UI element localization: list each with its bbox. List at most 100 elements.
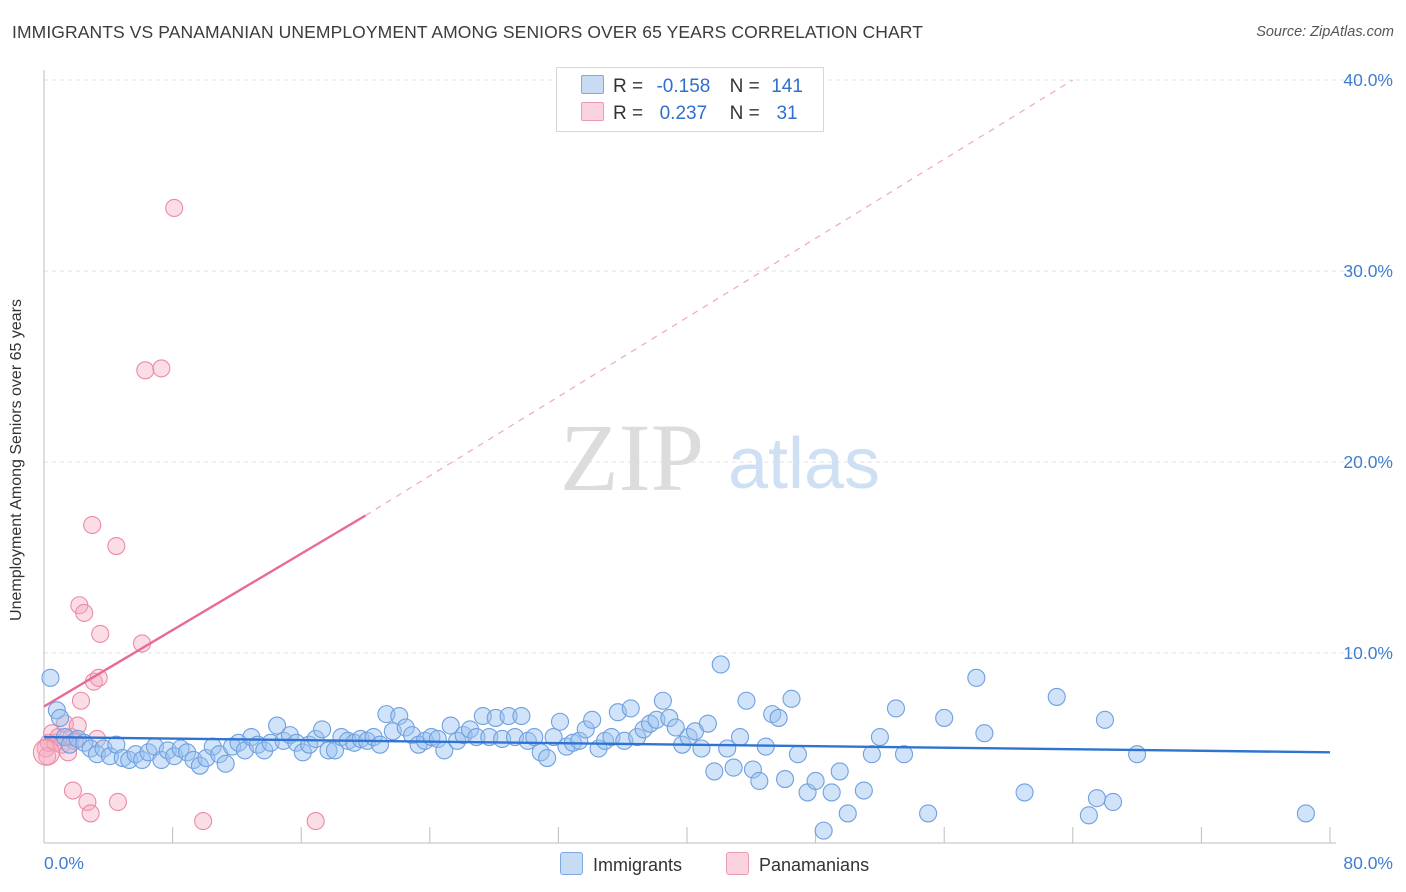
immigrants-point xyxy=(268,716,287,735)
watermark: ZIP atlas xyxy=(560,404,880,511)
chart-title: IMMIGRANTS VS PANAMANIAN UNEMPLOYMENT AM… xyxy=(12,22,924,42)
immigrants-point xyxy=(692,739,711,758)
immigrants-point xyxy=(544,727,563,747)
panamanians-points xyxy=(32,198,325,831)
immigrants-point xyxy=(1079,806,1098,825)
immigrants-point xyxy=(769,708,788,727)
immigrants-point xyxy=(51,708,70,727)
immigrants-point xyxy=(319,741,338,760)
immigrants-point xyxy=(822,783,841,802)
immigrants-point xyxy=(666,718,685,737)
gridlines xyxy=(44,79,1366,654)
panamanians-point xyxy=(38,747,57,766)
immigrants-point xyxy=(894,745,914,764)
immigrants-point xyxy=(750,771,769,791)
immigrants-point xyxy=(396,718,415,737)
immigrants-points xyxy=(41,655,1315,840)
source-credit: Source: ZipAtlas.com xyxy=(1256,24,1394,40)
trend-lines xyxy=(43,79,1331,754)
immigrants-swatch xyxy=(581,75,604,94)
immigrants-point xyxy=(1103,792,1123,812)
immigrants-point xyxy=(621,699,640,718)
immigrants-trend-line xyxy=(43,735,1331,754)
panamanians-swatch xyxy=(581,102,604,121)
y-axis-label: Unemployment Among Seniors over 65 years xyxy=(8,299,25,621)
immigrants-point xyxy=(370,735,390,754)
panamanians-trend-line xyxy=(43,514,367,708)
immigrants-point xyxy=(737,691,756,710)
panamanians-point xyxy=(68,716,87,735)
x-tick-label: 0.0% xyxy=(44,853,84,873)
immigrants-point xyxy=(743,760,762,779)
immigrants-point xyxy=(935,708,954,727)
panamanians-trend-extension xyxy=(365,79,1074,516)
n-value: 141 xyxy=(771,76,803,97)
stats-legend: R = -0.158 N = 141 R = 0.237 N = 31 xyxy=(556,67,824,132)
immigrants-point xyxy=(711,655,730,674)
immigrants-swatch xyxy=(560,852,583,875)
axes xyxy=(43,70,1336,844)
immigrants-point xyxy=(1296,804,1315,823)
legend-label: Panamanians xyxy=(759,855,870,875)
legend-label: Immigrants xyxy=(593,855,683,875)
immigrants-point xyxy=(870,727,889,747)
immigrants-point xyxy=(975,724,994,743)
panamanians-point xyxy=(136,361,155,380)
immigrants-point xyxy=(782,689,801,708)
immigrants-point xyxy=(886,699,906,718)
immigrants-point xyxy=(838,804,857,823)
panamanians-point xyxy=(83,515,102,535)
immigrants-point xyxy=(1015,783,1034,802)
r-label: R = xyxy=(613,76,644,97)
tick-labels: 10.0% 20.0% 30.0% 40.0% 0.0% 80.0% xyxy=(44,70,1393,873)
immigrants-point xyxy=(538,748,557,768)
immigrants-point xyxy=(1087,789,1106,808)
panamanians-point xyxy=(107,536,126,556)
immigrants-point xyxy=(512,706,531,726)
immigrants-point xyxy=(660,708,679,727)
immigrants-point xyxy=(570,731,589,750)
watermark-atlas: atlas xyxy=(728,424,880,504)
immigrants-point xyxy=(190,756,209,775)
immigrants-point xyxy=(41,668,60,687)
immigrants-point xyxy=(313,720,332,739)
immigrants-point xyxy=(628,727,647,747)
y-tick-label: 20.0% xyxy=(1343,452,1393,472)
panamanians-point xyxy=(306,812,325,831)
immigrants-point xyxy=(216,754,235,773)
panamanians-point xyxy=(78,792,97,812)
stats-row-immigrants: R = -0.158 N = 141 xyxy=(581,75,809,99)
panamanians-swatch xyxy=(726,852,749,875)
legend-item-panamanians[interactable]: Panamanians xyxy=(726,852,869,876)
immigrants-point xyxy=(919,804,938,823)
immigrants-point xyxy=(133,750,152,770)
immigrants-point xyxy=(830,762,849,781)
immigrants-point xyxy=(814,821,833,840)
series-legend: Immigrants Panamanians xyxy=(0,852,1406,878)
immigrants-point xyxy=(441,716,460,735)
r-value: -0.158 xyxy=(656,76,711,97)
legend-item-immigrants[interactable]: Immigrants xyxy=(560,852,682,876)
immigrants-point xyxy=(242,727,261,747)
immigrants-point xyxy=(806,771,825,791)
immigrants-point xyxy=(576,720,595,739)
y-tick-label: 30.0% xyxy=(1343,261,1393,281)
y-tick-label: 40.0% xyxy=(1343,70,1393,90)
immigrants-point xyxy=(306,729,325,749)
panamanians-point xyxy=(32,738,60,766)
n-label: N = xyxy=(729,103,760,124)
immigrants-point xyxy=(730,727,750,747)
immigrants-point xyxy=(1128,745,1147,764)
stats-row-panamanians: R = 0.237 N = 31 xyxy=(581,102,809,126)
immigrants-point xyxy=(583,710,602,729)
immigrants-point xyxy=(460,720,480,739)
immigrants-point xyxy=(255,741,274,760)
panamanians-point xyxy=(71,691,91,710)
immigrants-point xyxy=(653,691,672,710)
immigrants-point xyxy=(705,762,724,781)
y-tick-label: 10.0% xyxy=(1343,643,1393,663)
immigrants-point xyxy=(550,712,570,731)
immigrants-point xyxy=(1095,710,1114,729)
panamanians-point xyxy=(152,359,171,378)
